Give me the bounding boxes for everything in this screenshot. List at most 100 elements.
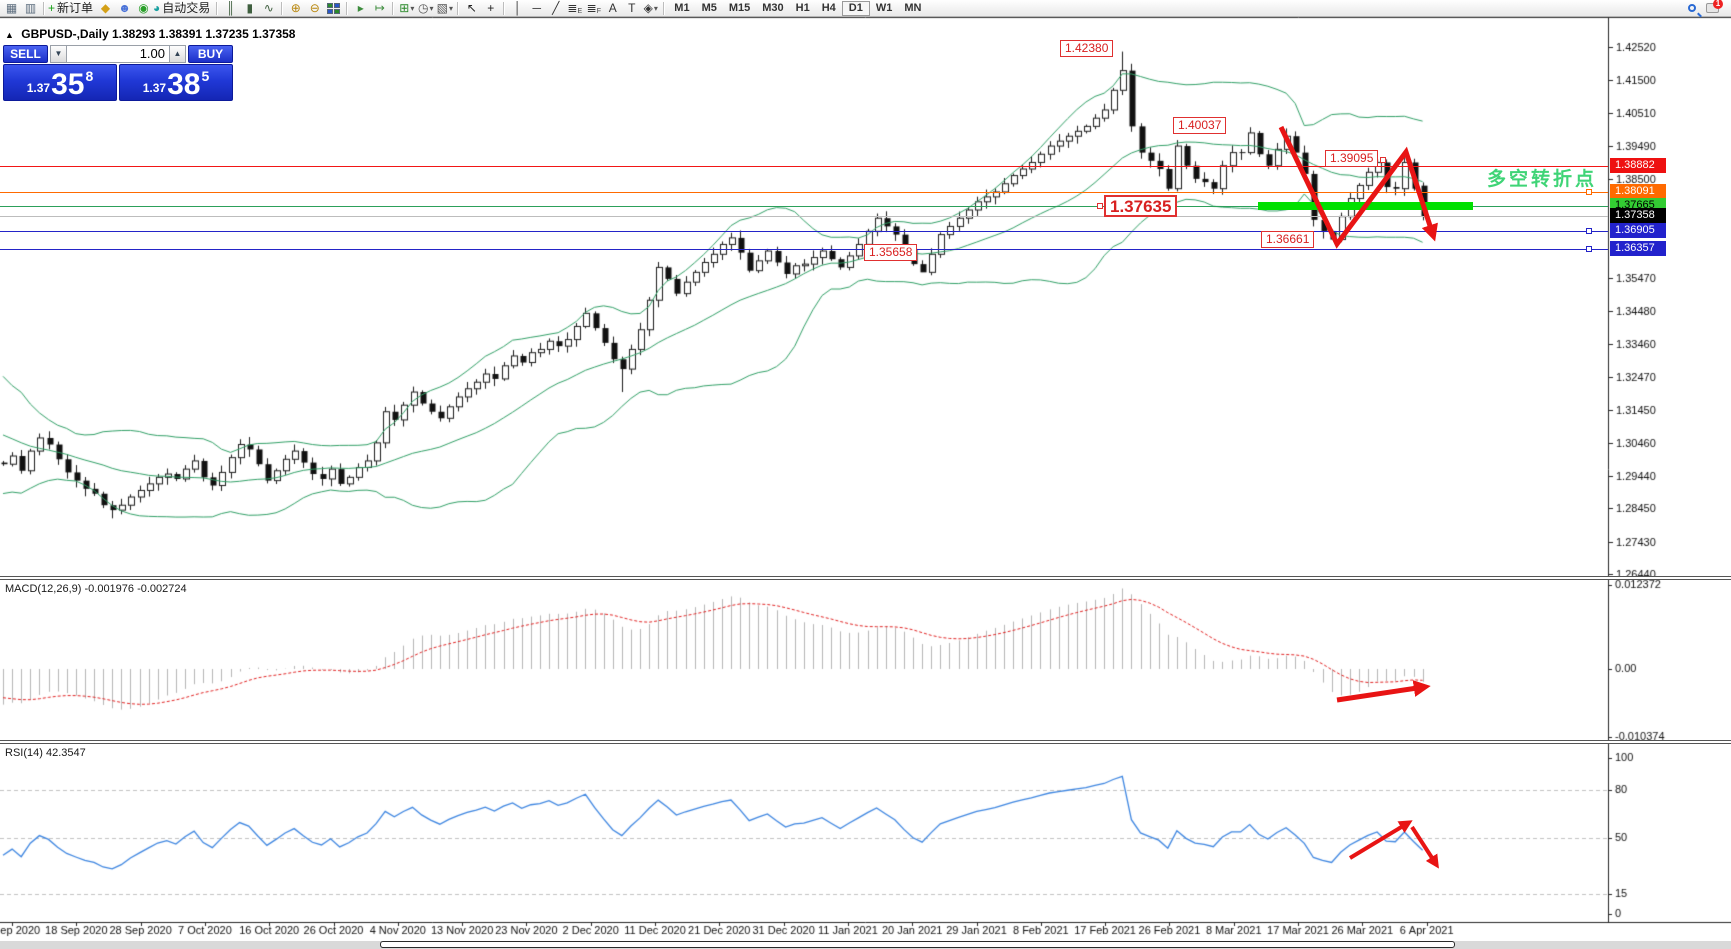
timeframe-mn-button[interactable]: MN (904, 1, 922, 14)
buy-button[interactable]: BUY (188, 45, 233, 63)
chart-shift-icon[interactable]: ↦ (374, 0, 385, 15)
new-chart-icon[interactable]: ▦ (5, 0, 18, 15)
price-label[interactable]: 1.39095 (1325, 150, 1387, 167)
text-label-icon[interactable]: T (628, 0, 636, 15)
hline-1.36357[interactable] (0, 246, 1608, 252)
notifications-icon[interactable]: 1 (1706, 0, 1723, 13)
buy-price-small: 1.37 (142, 81, 167, 95)
timeframe-w1-button[interactable]: W1 (875, 1, 893, 14)
periods-icon-caret[interactable]: ▾ (429, 3, 434, 13)
toolbar-separator (392, 1, 395, 15)
timeframe-d1-button[interactable]: D1 (841, 0, 870, 16)
trend-zigzag-arrow[interactable] (1278, 125, 1438, 249)
new-order-button-label[interactable]: 新订单 (57, 0, 94, 15)
search-icon[interactable] (1688, 4, 1696, 12)
timeframe-m5-button[interactable]: M5 (701, 1, 717, 14)
price-label[interactable]: 1.37635 (1097, 195, 1178, 217)
crosshair-icon[interactable]: + (487, 0, 495, 15)
timeframe-h1-button[interactable]: H1 (795, 1, 810, 14)
price-badge: 1.36905 (1610, 223, 1666, 238)
label-handle[interactable] (1097, 203, 1103, 209)
volume-input[interactable]: 1.00 (67, 45, 169, 63)
horizontal-scrollbar[interactable] (0, 941, 1731, 949)
hline-1.37358[interactable] (0, 216, 1608, 217)
shapes-icon[interactable]: ◈ ▾ (643, 0, 658, 15)
hline-1.38091[interactable] (0, 189, 1608, 195)
line-handle[interactable] (1586, 228, 1592, 234)
indicators-icon[interactable]: ⊞ ▾ (399, 0, 415, 15)
auto-trading-button-label[interactable]: 自动交易 (162, 0, 211, 15)
chinese-note-text[interactable]: 多空转折点 (1487, 169, 1598, 190)
new-order-button[interactable]: + 新订单 (48, 0, 94, 15)
buy-price-sup: 5 (201, 68, 210, 84)
macd-arrow[interactable] (1336, 680, 1431, 703)
line-chart-icon[interactable]: ∿ (263, 0, 274, 15)
auto-trading-button[interactable]: ◕ 自动交易 (153, 0, 211, 15)
price-label[interactable]: 1.35658 (864, 244, 918, 261)
vertical-line-icon[interactable]: │ (514, 0, 522, 15)
templates-icon[interactable]: ▧ ▾ (436, 0, 453, 15)
trendline-icon[interactable]: ╱ (552, 0, 560, 15)
toolbar-separator (503, 1, 506, 15)
macd-panel-label: MACD(12,26,9) -0.001976 -0.002724 (5, 583, 187, 595)
panel-splitter-macd[interactable] (0, 576, 1731, 580)
rsi-down-arrow[interactable] (1410, 825, 1439, 869)
price-badge: 1.38882 (1610, 158, 1666, 173)
sell-button[interactable]: SELL (3, 45, 48, 63)
scrollbar-thumb[interactable] (380, 941, 1455, 948)
timeframe-m30-button[interactable]: M30 (762, 1, 784, 14)
line-handle[interactable] (1586, 246, 1592, 252)
fibo-expansion-icon[interactable]: ≣ E (567, 0, 583, 15)
chart-profiles-icon[interactable]: ▥ (24, 0, 37, 15)
symbol-ohlc: 1.38293 1.38391 1.37235 1.37358 (111, 27, 296, 41)
price-label[interactable]: 1.40037 (1173, 117, 1227, 134)
hline-1.36905[interactable] (0, 228, 1608, 234)
indicators-icon-caret[interactable]: ▾ (410, 3, 415, 13)
toolbar-separator (346, 1, 349, 15)
candlestick-chart-icon[interactable]: ▮ (246, 0, 254, 15)
buy-price-button[interactable]: 1.37 38 5 (119, 64, 233, 101)
label-handle[interactable] (1380, 157, 1387, 163)
fibo-retracement-icon[interactable]: ≣ F (586, 0, 601, 15)
bar-chart-icon[interactable]: ║ (226, 0, 236, 15)
collapse-marker-icon[interactable]: ▲ (5, 30, 14, 40)
timeframe-h4-button[interactable]: H4 (821, 1, 836, 14)
periods-icon[interactable]: ◷ ▾ (418, 0, 434, 15)
rsi-panel-label: RSI(14) 42.3547 (5, 747, 86, 759)
panel-splitter-rsi[interactable] (0, 740, 1731, 744)
volume-up-button[interactable]: ▲ (169, 45, 186, 63)
sell-price-sup: 8 (85, 68, 94, 84)
sell-price-big: 35 (51, 68, 85, 101)
horizontal-line-icon[interactable]: ─ (532, 0, 542, 15)
hline-1.38882[interactable] (0, 166, 1608, 167)
auto-scroll-icon[interactable]: ▸ (357, 0, 364, 15)
contact-icon[interactable]: ☻ (118, 0, 131, 15)
price-label[interactable]: 1.36661 (1261, 231, 1315, 248)
zoom-in-icon[interactable]: ⊕ (290, 0, 301, 15)
toolbar-separator (43, 1, 45, 15)
toolbar-separator (457, 1, 460, 15)
shapes-icon-caret[interactable]: ▾ (653, 3, 658, 13)
volume-down-button[interactable]: ▼ (50, 45, 67, 63)
cursor-icon[interactable]: ↖ (466, 0, 477, 15)
price-label[interactable]: 1.42380 (1060, 40, 1114, 57)
price-badge: 1.37358 (1610, 208, 1666, 223)
timeframe-m1-button[interactable]: M1 (674, 1, 690, 14)
hline-1.37665[interactable] (0, 206, 1608, 207)
sell-price-button[interactable]: 1.37 35 8 (3, 64, 117, 101)
price-badge: 1.36357 (1610, 241, 1666, 256)
price-badge: 1.38091 (1610, 184, 1666, 199)
templates-icon-caret[interactable]: ▾ (448, 3, 453, 13)
timeframe-m15-button[interactable]: M15 (728, 1, 751, 14)
tile-windows-icon[interactable] (324, 1, 343, 16)
history-center-icon[interactable]: ◆ (100, 0, 111, 15)
text-icon[interactable]: A (608, 0, 617, 15)
signals-icon[interactable]: ◉ (138, 0, 149, 15)
rsi-up-arrow[interactable] (1348, 820, 1413, 860)
sell-price-small: 1.37 (26, 81, 51, 95)
line-handle[interactable] (1586, 189, 1592, 195)
zoom-out-icon[interactable]: ⊖ (309, 0, 320, 15)
